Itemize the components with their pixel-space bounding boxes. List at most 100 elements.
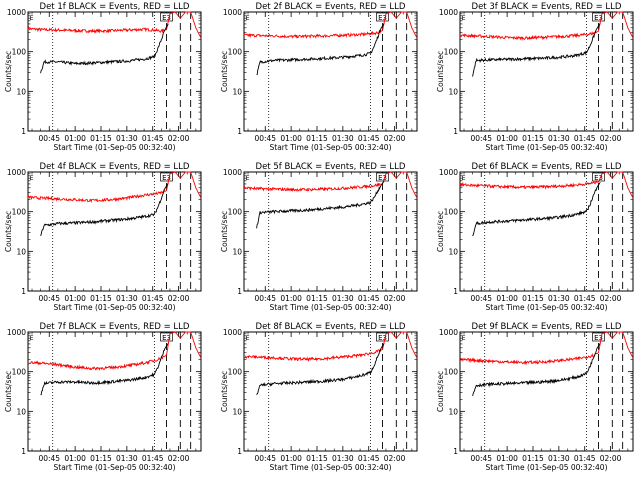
- x-tick-label: 01:45: [358, 294, 380, 303]
- y-tick-label: 10: [448, 87, 458, 96]
- events-series-line: [40, 343, 169, 396]
- plot-frame: [459, 171, 634, 292]
- x-tick-label: 01:30: [332, 294, 354, 303]
- y-tick-label: 100: [228, 368, 243, 377]
- y-tick-label: 100: [444, 208, 459, 217]
- y-tick-label: 10: [16, 247, 26, 256]
- x-tick-label: 01:30: [116, 454, 138, 463]
- event-marker-box: [376, 172, 389, 182]
- events-series-line: [256, 23, 385, 76]
- plot-frame: [243, 331, 418, 452]
- x-tick-label: 01:45: [142, 454, 164, 463]
- y-axis-label: Counts/sec: [220, 211, 229, 252]
- corner-label: E: [462, 14, 466, 22]
- x-tick-label: 01:45: [142, 294, 164, 303]
- corner-label: E: [30, 334, 34, 342]
- y-tick-label: 1: [21, 287, 26, 296]
- y-tick-label: 1000: [223, 8, 242, 17]
- y-tick-label: 1000: [7, 328, 26, 337]
- panel-title: Det 3f BLACK = Events, RED = LLD: [472, 2, 622, 12]
- x-axis-label: Start Time (01-Sep-05 00:32:40): [486, 303, 608, 312]
- event-marker-label: E3: [594, 174, 603, 182]
- x-tick-label: 02:00: [384, 454, 406, 463]
- events-series-line: [40, 23, 169, 74]
- event-marker-box: [592, 12, 605, 22]
- corner-label: E: [246, 14, 250, 22]
- x-tick-label: 02:00: [384, 134, 406, 143]
- x-tick-label: 02:00: [384, 294, 406, 303]
- x-tick-label: 01:15: [90, 294, 112, 303]
- y-tick-label: 10: [448, 247, 458, 256]
- plot-frame: [27, 11, 202, 132]
- event-marker-box: [160, 12, 173, 22]
- y-tick-label: 1: [237, 287, 242, 296]
- x-tick-label: 02:00: [600, 454, 622, 463]
- x-axis-label: Start Time (01-Sep-05 00:32:40): [54, 143, 176, 152]
- y-tick-label: 1: [237, 127, 242, 136]
- x-tick-label: 01:45: [574, 134, 596, 143]
- x-tick-label: 01:15: [306, 454, 328, 463]
- panel-title: Det 9f BLACK = Events, RED = LLD: [472, 322, 622, 332]
- lld-series-line: [243, 11, 418, 39]
- events-series-line: [472, 23, 601, 77]
- x-tick-label: 01:30: [332, 134, 354, 143]
- panel-title: Det 7f BLACK = Events, RED = LLD: [40, 322, 190, 332]
- y-tick-label: 100: [12, 368, 27, 377]
- y-tick-label: 1000: [439, 8, 458, 17]
- x-tick-label: 01:30: [116, 134, 138, 143]
- x-axis-label: Start Time (01-Sep-05 00:32:40): [486, 143, 608, 152]
- x-tick-label: 00:45: [38, 134, 60, 143]
- x-tick-label: 01:00: [64, 294, 86, 303]
- x-axis-label: Start Time (01-Sep-05 00:32:40): [486, 463, 608, 472]
- x-tick-label: 01:30: [548, 134, 570, 143]
- corner-label: E: [30, 174, 34, 182]
- x-tick-label: 01:00: [280, 134, 302, 143]
- y-axis-label: Counts/sec: [220, 371, 229, 412]
- lld-series-line: [27, 11, 202, 39]
- event-marker-label: E3: [378, 174, 387, 182]
- plot-frame: [243, 171, 418, 292]
- y-tick-label: 1000: [7, 168, 26, 177]
- y-tick-label: 100: [12, 208, 27, 217]
- y-tick-label: 1: [237, 447, 242, 456]
- x-tick-label: 01:00: [280, 454, 302, 463]
- y-tick-label: 10: [16, 407, 26, 416]
- corner-label: E: [30, 14, 34, 22]
- plot-frame: [459, 331, 634, 452]
- lld-series-line: [459, 171, 634, 199]
- x-axis-label: Start Time (01-Sep-05 00:32:40): [54, 303, 176, 312]
- y-tick-label: 100: [228, 48, 243, 57]
- corner-label: E: [462, 334, 466, 342]
- y-tick-label: 10: [232, 247, 242, 256]
- events-series-line: [472, 343, 601, 397]
- panel-title: Det 4f BLACK = Events, RED = LLD: [40, 162, 190, 172]
- y-tick-label: 1000: [223, 168, 242, 177]
- x-tick-label: 01:00: [496, 294, 518, 303]
- y-tick-label: 1: [453, 127, 458, 136]
- x-tick-label: 01:45: [358, 454, 380, 463]
- x-tick-label: 00:45: [254, 134, 276, 143]
- x-tick-label: 01:15: [306, 294, 328, 303]
- panel-title: Det 1f BLACK = Events, RED = LLD: [40, 2, 190, 12]
- x-tick-label: 00:45: [38, 454, 60, 463]
- x-tick-label: 02:00: [168, 134, 190, 143]
- x-axis-label: Start Time (01-Sep-05 00:32:40): [270, 143, 392, 152]
- y-axis-label: Counts/sec: [436, 51, 445, 92]
- plot-frame: [27, 331, 202, 452]
- y-tick-label: 100: [444, 368, 459, 377]
- y-tick-label: 100: [12, 48, 27, 57]
- x-tick-label: 00:45: [470, 134, 492, 143]
- event-marker-label: E3: [378, 334, 387, 342]
- y-axis-label: Counts/sec: [4, 371, 13, 412]
- y-axis-label: Counts/sec: [220, 51, 229, 92]
- y-tick-label: 1: [21, 447, 26, 456]
- y-axis-label: Counts/sec: [4, 51, 13, 92]
- lld-series-line: [27, 171, 202, 204]
- x-axis-label: Start Time (01-Sep-05 00:32:40): [270, 463, 392, 472]
- x-tick-label: 01:30: [548, 454, 570, 463]
- event-marker-box: [376, 332, 389, 342]
- x-tick-label: 01:00: [496, 454, 518, 463]
- x-tick-label: 00:45: [254, 454, 276, 463]
- plot-frame: [27, 171, 202, 292]
- events-series-line: [256, 343, 385, 396]
